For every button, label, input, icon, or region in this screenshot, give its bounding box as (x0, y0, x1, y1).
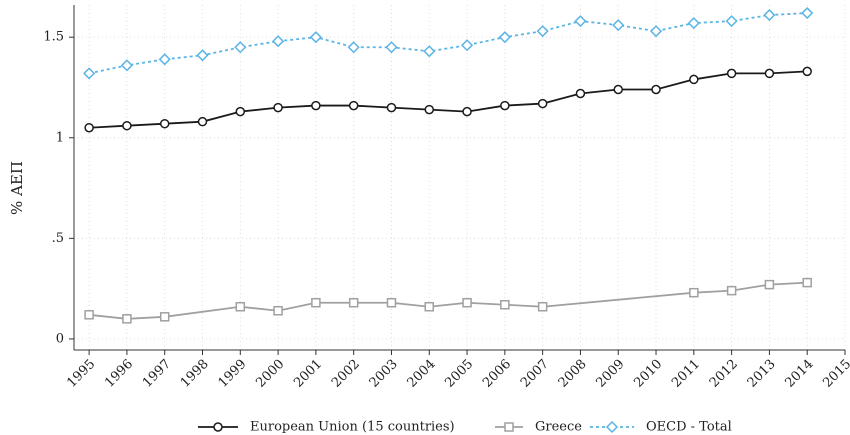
marker (764, 279, 775, 290)
marker (764, 68, 775, 79)
marker (122, 314, 132, 324)
x-tick-label: 2001 (291, 357, 325, 391)
marker (802, 66, 812, 77)
marker (386, 102, 397, 113)
x-tick-label: 2006 (480, 357, 514, 391)
marker (536, 25, 549, 38)
marker (234, 41, 247, 54)
marker (574, 15, 587, 28)
legend-marker (504, 422, 514, 432)
x-tick-label: 1997 (140, 357, 174, 391)
marker (83, 67, 96, 80)
legend-label: Greece (535, 420, 582, 435)
marker (462, 106, 472, 117)
marker (196, 49, 209, 62)
y-axis-label: % ΑΕΠ (8, 161, 26, 215)
marker (386, 297, 397, 308)
y-tick-label: 1 (56, 130, 64, 145)
x-tick-label: 2009 (594, 357, 628, 391)
marker (197, 116, 208, 127)
x-tick-label: 2002 (329, 357, 363, 391)
x-tick-label: 1998 (178, 357, 212, 391)
marker (273, 102, 283, 113)
x-tick-label: 1995 (64, 357, 98, 391)
marker (424, 104, 435, 115)
x-tick-label: 2007 (518, 357, 552, 391)
marker (498, 31, 511, 44)
marker (272, 35, 285, 48)
marker (689, 74, 699, 85)
marker (460, 39, 474, 52)
y-tick-label: 0 (56, 331, 64, 346)
series-line (89, 281, 808, 320)
marker (309, 31, 322, 44)
series-line (88, 12, 808, 75)
marker (651, 84, 661, 95)
marker (726, 285, 737, 296)
x-tick-label: 2008 (556, 357, 590, 391)
marker (462, 297, 472, 308)
marker (235, 106, 246, 117)
marker (120, 59, 133, 72)
marker (726, 68, 737, 79)
marker (802, 277, 812, 288)
y-tick-label: 1.5 (43, 30, 64, 45)
series-line (89, 70, 808, 129)
legend-label: OECD - Total (646, 420, 732, 435)
legend-marker (213, 422, 223, 432)
marker (347, 41, 360, 54)
marker (235, 301, 246, 312)
x-tick-label: 2015 (820, 357, 850, 391)
marker (423, 45, 436, 58)
marker (159, 118, 170, 129)
marker (537, 98, 548, 109)
x-tick-label: 2014 (783, 357, 817, 391)
x-tick-label: 1999 (216, 357, 250, 391)
x-tick-label: 2011 (669, 357, 703, 391)
marker (725, 15, 738, 28)
marker (537, 301, 548, 312)
legend-marker (605, 420, 619, 434)
x-tick-label: 2010 (631, 357, 665, 391)
marker (311, 297, 321, 308)
marker (689, 287, 699, 298)
marker (158, 53, 171, 66)
marker (348, 297, 359, 308)
marker (159, 312, 170, 322)
marker (613, 84, 623, 95)
x-tick-label: 1996 (102, 357, 136, 391)
marker (801, 6, 814, 20)
legend-label: European Union (15 countries) (250, 420, 455, 435)
x-tick-label: 2004 (405, 357, 439, 391)
marker (273, 306, 283, 316)
y-tick-label: .5 (52, 231, 64, 246)
x-tick-label: 2012 (707, 357, 741, 391)
marker (687, 17, 700, 30)
marker (424, 301, 435, 312)
marker (500, 100, 510, 111)
marker (649, 25, 663, 38)
marker (763, 8, 776, 22)
x-tick-label: 2013 (745, 357, 779, 391)
marker (348, 100, 359, 111)
marker (500, 299, 510, 310)
marker (575, 88, 586, 99)
marker (122, 120, 132, 131)
marker (84, 122, 94, 133)
marker (311, 100, 321, 111)
x-tick-label: 2000 (253, 357, 287, 391)
marker (385, 41, 398, 54)
marker (84, 310, 94, 320)
x-tick-label: 2005 (442, 357, 476, 391)
marker (612, 19, 625, 32)
x-tick-label: 2003 (367, 357, 401, 391)
